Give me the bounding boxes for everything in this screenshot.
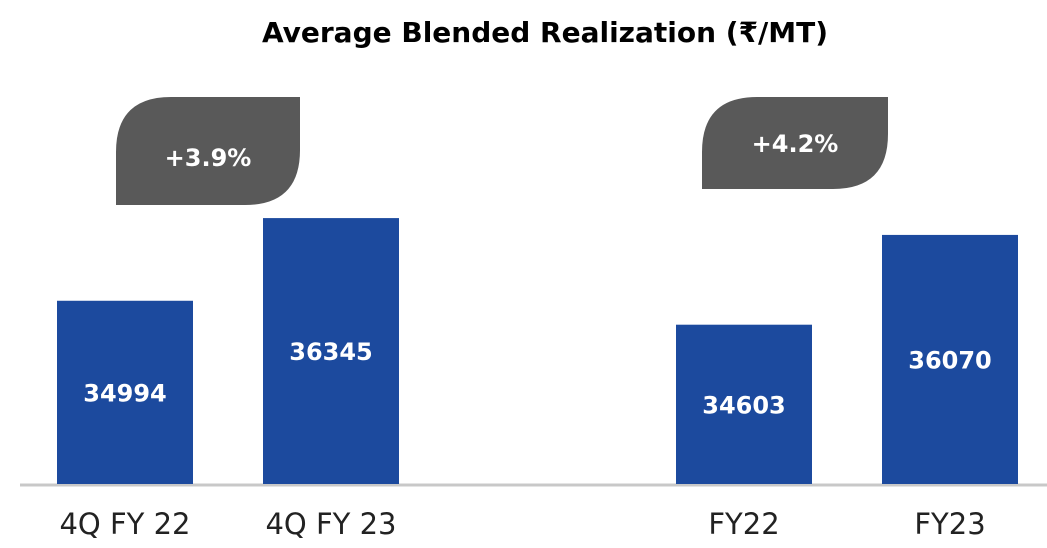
bar (57, 300, 193, 484)
annotation: +3.9% (165, 144, 252, 172)
data-label: 34994 (83, 379, 167, 407)
x-tick-label: FY22 (708, 507, 779, 541)
x-tick-label: 4Q FY 23 (265, 507, 396, 541)
bar (263, 218, 399, 484)
chart-title: Average Blended Realization (₹/MT) (262, 16, 828, 49)
x-tick-label: 4Q FY 22 (59, 507, 190, 541)
annotation: +4.2% (752, 130, 839, 158)
data-label: 36070 (908, 346, 992, 374)
data-label: 34603 (702, 391, 786, 419)
annotation-shape (116, 97, 300, 205)
data-label: 36345 (289, 338, 373, 366)
annotation-shape (702, 97, 888, 189)
bar (676, 324, 812, 484)
bar (882, 234, 1018, 484)
x-tick-label: FY23 (914, 507, 985, 541)
